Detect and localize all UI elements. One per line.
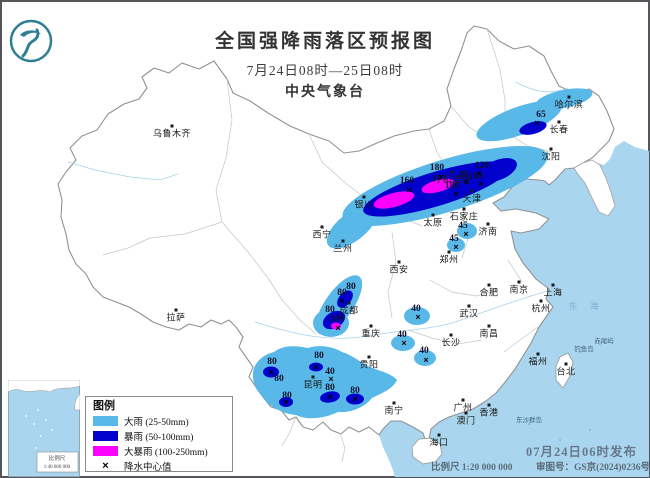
legend-box: 图例 大雨 (25-50mm) 暴雨 (50-100mm) 大暴雨 (100-2… bbox=[85, 396, 233, 474]
taiwan-island bbox=[555, 352, 574, 389]
map-title: 全国强降雨落区预报图 bbox=[214, 31, 435, 52]
rain-area-heavy-rainstorm bbox=[331, 178, 455, 330]
heavy-rain-swatch bbox=[93, 416, 118, 426]
map-scale: 比例尺 1:20 000 000 bbox=[431, 463, 513, 473]
legend-item-rainstorm: 暴雨 (50-100mm) bbox=[93, 429, 226, 443]
approval-number: 审图号：GS京(2024)0236号 bbox=[536, 463, 650, 473]
rainstorm-swatch bbox=[93, 431, 118, 441]
legend-item-center-value: × 降水中心值 bbox=[93, 459, 226, 474]
legend-title: 图例 bbox=[93, 400, 115, 412]
inset-coastline bbox=[8, 380, 80, 393]
issuing-agency: 中央气象台 bbox=[285, 85, 365, 100]
inset-scale-box bbox=[36, 451, 79, 473]
inset-scale-value: 1:40 000 000 bbox=[44, 465, 71, 470]
hainan-island bbox=[411, 437, 443, 465]
south-china-sea-inset-map: 比例尺 1:40 000 000 bbox=[8, 380, 80, 477]
sea-area bbox=[379, 141, 649, 477]
center-value-mark-icon: × bbox=[102, 460, 109, 472]
map-date-range: 7月24日08时—25日08时 bbox=[246, 63, 404, 78]
logo-bird-icon bbox=[20, 30, 41, 37]
inset-scale-label: 比例尺 bbox=[49, 454, 66, 462]
legend-item-heavy-rainstorm: 大暴雨 (100-250mm) bbox=[93, 444, 226, 458]
legend-item-heavy-rain: 大雨 (25-50mm) bbox=[93, 414, 226, 428]
heavy-rainstorm-swatch bbox=[93, 446, 118, 456]
offshore-islands bbox=[527, 343, 601, 441]
korea-peninsula bbox=[573, 159, 616, 217]
cma-logo bbox=[9, 19, 53, 63]
logo-river-icon bbox=[21, 28, 40, 58]
issue-time: 07月24日06时发布 bbox=[525, 445, 637, 459]
